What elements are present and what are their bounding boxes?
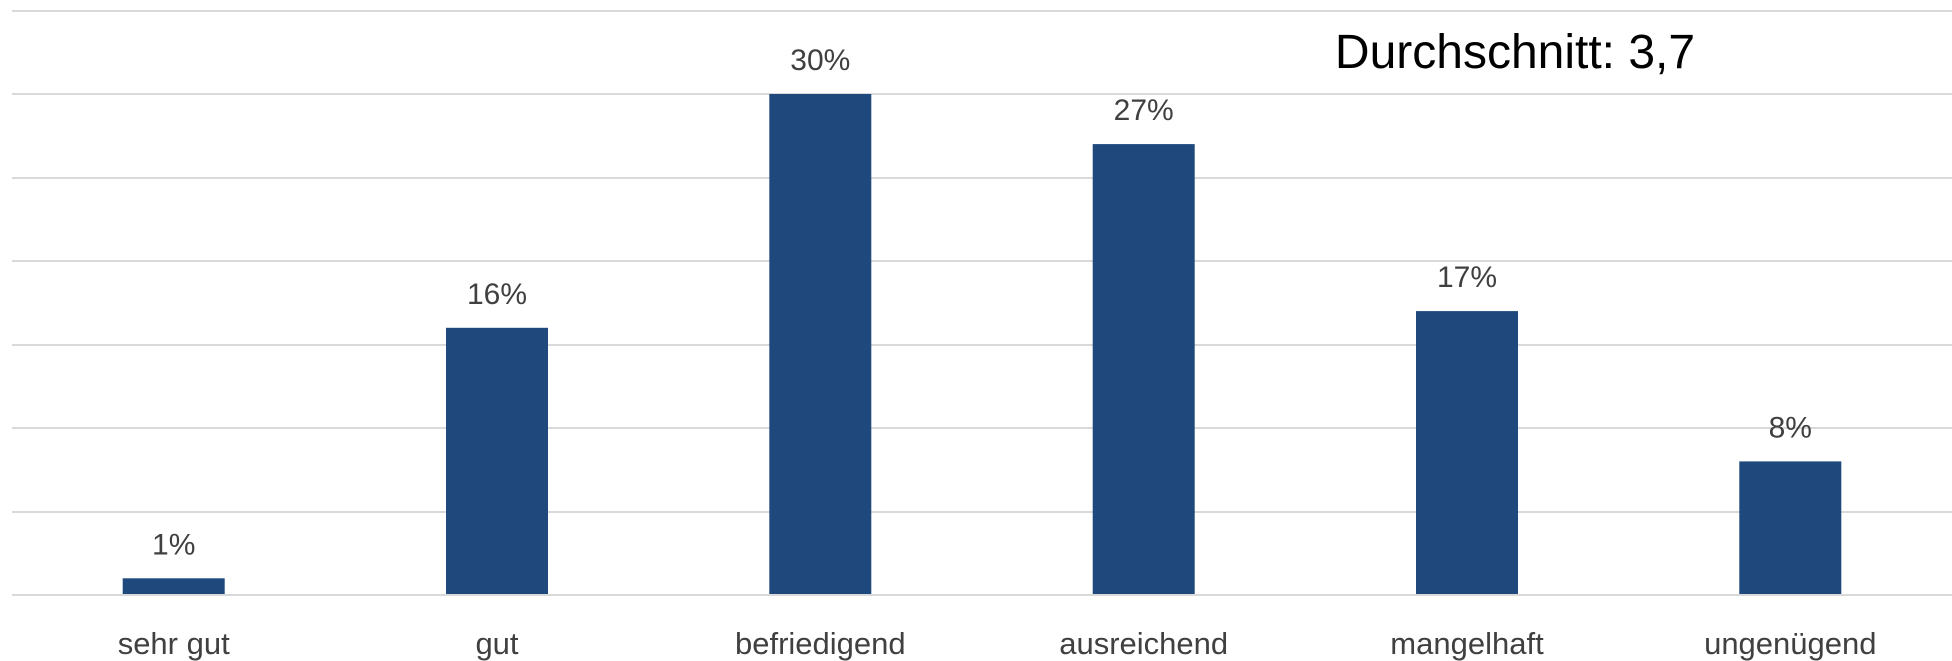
bars — [122, 94, 1842, 595]
data-labels: 1% 16% 30% 27% 17% 8% — [152, 44, 1812, 561]
x-tick-label-2: gut — [475, 626, 518, 661]
data-label-6: 8% — [1769, 411, 1812, 444]
x-tick-label-1: sehr gut — [118, 626, 230, 661]
average-annotation: Durchschnitt: 3,7 — [1335, 26, 1695, 79]
bar-6 — [1739, 461, 1842, 595]
data-label-2: 16% — [467, 278, 527, 311]
bar-4 — [1092, 144, 1195, 595]
x-tick-label-4: ausreichend — [1059, 626, 1228, 661]
data-label-5: 17% — [1437, 261, 1497, 294]
category-tick-labels: sehr gut gut befriedigend ausreichend mangel… — [118, 626, 1877, 661]
x-tick-label-3: befriedigend — [735, 626, 906, 661]
gridlines — [12, 10, 1952, 513]
data-label-1: 1% — [152, 528, 195, 561]
bar-3 — [769, 94, 872, 595]
data-label-4: 27% — [1114, 94, 1174, 127]
data-label-3: 30% — [790, 44, 850, 77]
bar-2 — [446, 327, 548, 595]
x-tick-label-5: mangelhaft — [1390, 626, 1544, 661]
bar-5 — [1416, 311, 1518, 595]
x-tick-label-6: ungenügend — [1704, 626, 1876, 661]
bar-1 — [122, 578, 225, 595]
